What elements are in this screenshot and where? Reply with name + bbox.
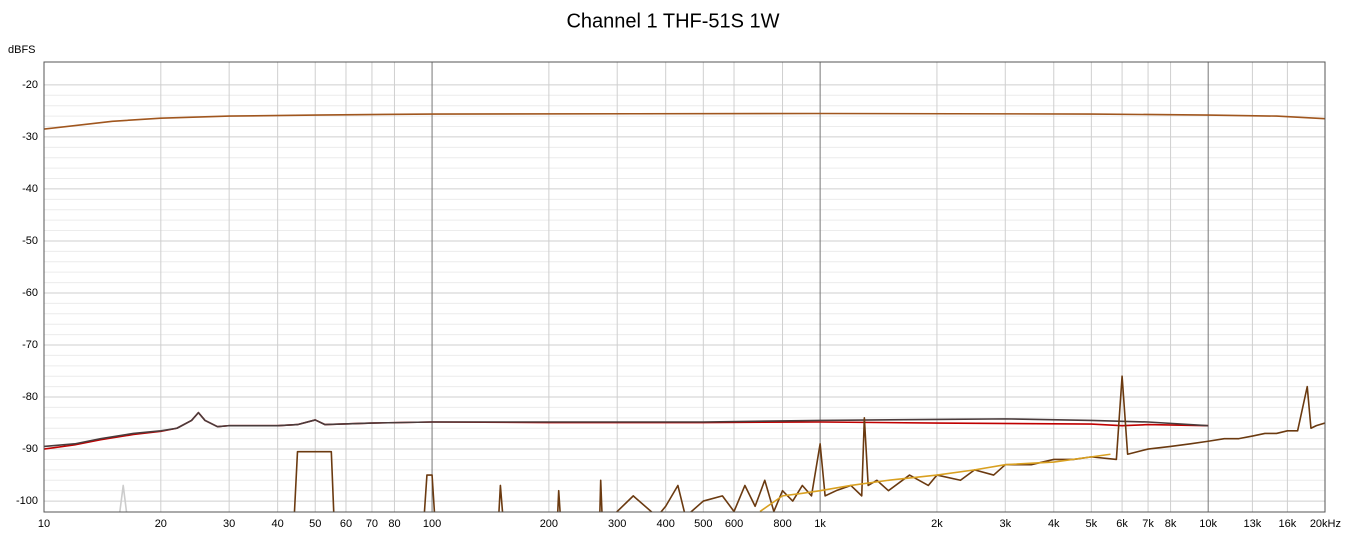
x-tick-label: 500: [694, 518, 712, 530]
x-tick-label: 7k: [1142, 518, 1154, 530]
x-tick-label: 13k: [1244, 518, 1262, 530]
y-tick-label: -20: [22, 79, 38, 91]
y-tick-label: -90: [22, 443, 38, 455]
series-line: [759, 453, 1111, 512]
x-tick-label: 20: [155, 518, 167, 530]
x-tick-label: 2k: [931, 518, 943, 530]
x-tick-label: 70: [366, 518, 378, 530]
x-tick-label: 80: [388, 518, 400, 530]
x-tick-label: 300: [608, 518, 626, 530]
x-tick-label: 6k: [1116, 518, 1128, 530]
x-tick-label: 1k: [814, 518, 826, 530]
plot-lines: [44, 112, 1325, 512]
y-tick-label: -70: [22, 339, 38, 351]
x-tick-label: 16k: [1279, 518, 1297, 530]
x-tick-label: 50: [309, 518, 321, 530]
x-tick-label: 10: [38, 518, 50, 530]
series-line: [118, 484, 128, 512]
x-tick-label: 600: [725, 518, 743, 530]
x-tick-label: 200: [540, 518, 558, 530]
series-line: [44, 112, 1325, 130]
x-tick-label: 100: [423, 518, 441, 530]
x-tick-label: 8k: [1165, 518, 1177, 530]
y-tick-label: -60: [22, 287, 38, 299]
x-tick-label: 4k: [1048, 518, 1060, 530]
y-tick-label: -80: [22, 391, 38, 403]
x-tick-label: 800: [773, 518, 791, 530]
x-tick-label: 10k: [1199, 518, 1217, 530]
x-tick-label: 40: [272, 518, 284, 530]
plot-border: [43, 61, 1326, 513]
x-tick-label: 20kHz: [1310, 518, 1341, 530]
y-tick-label: -30: [22, 131, 38, 143]
y-tick-label: -50: [22, 235, 38, 247]
chart-title: Channel 1 THF-51S 1W: [566, 10, 779, 32]
x-tick-label: 400: [657, 518, 675, 530]
x-tick-label: 30: [223, 518, 235, 530]
x-tick-label: 5k: [1086, 518, 1098, 530]
y-tick-label: -40: [22, 183, 38, 195]
x-tick-label: 3k: [999, 518, 1011, 530]
plot-area: [44, 62, 1325, 512]
series-line: [293, 375, 1325, 512]
series-line: [44, 411, 1209, 448]
y-axis-label: dBFS: [8, 44, 36, 56]
y-tick-label: -100: [16, 495, 38, 507]
x-tick-label: 60: [340, 518, 352, 530]
